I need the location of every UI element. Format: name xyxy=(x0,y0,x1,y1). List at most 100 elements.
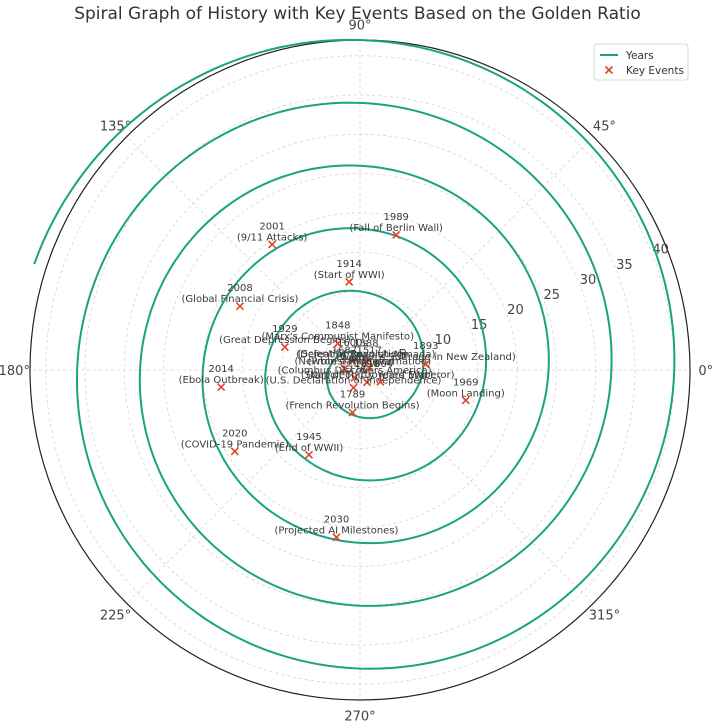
radial-gridline xyxy=(320,330,400,410)
angle-tick-label: 270° xyxy=(344,710,375,725)
event-name-label: (End of WWII) xyxy=(275,443,344,454)
event-marker: 1588(Defeat of Spanish Armada) xyxy=(296,339,436,366)
event-year-label: 1945 xyxy=(296,432,321,443)
event-year-label: 1600s xyxy=(337,338,368,349)
event-marker: 1929(Great Depression Begins) xyxy=(219,324,351,352)
angle-tick-label: 0° xyxy=(698,364,713,379)
event-x-mark xyxy=(361,357,370,366)
angle-tick-label: 90° xyxy=(348,18,371,33)
event-marker: 1618(Start of Thirty Years' War) xyxy=(301,359,433,387)
event-name-label: (French Revolution Begins) xyxy=(285,401,419,412)
angle-tick-label: 225° xyxy=(100,608,131,623)
radial-tick-label: 5 xyxy=(398,348,406,363)
angle-tick-label: 45° xyxy=(593,120,616,135)
event-x-mark xyxy=(461,396,470,405)
event-marker: 1600s(Scientific Revolution) xyxy=(298,338,408,366)
legend-x-swatch xyxy=(604,65,614,75)
event-year-label: 2020 xyxy=(222,428,247,439)
event-year-label: 1517 xyxy=(357,345,382,356)
event-name-label: (Moon Landing) xyxy=(427,388,505,399)
event-name-label: (Start of Thirty Years' War) xyxy=(301,370,433,381)
event-marker: 1492(Columbus Discovers America) xyxy=(278,355,432,382)
event-marker: 2030(Projected AI Milestones) xyxy=(275,514,399,542)
event-marker: 1969(Moon Landing) xyxy=(427,377,505,405)
angle-tick-label: 315° xyxy=(589,608,620,623)
angular-gridline xyxy=(126,136,361,371)
event-name-label: (Napoleon Crowned Emperor) xyxy=(306,370,454,381)
event-year-label: 1776 xyxy=(341,365,366,376)
event-x-mark xyxy=(345,277,354,286)
event-name-label: (Newton's Principia) xyxy=(294,357,394,368)
event-year-label: 1804 xyxy=(368,359,393,370)
event-name-label: (9/11 Attacks) xyxy=(237,232,308,243)
event-marker: 1804(Napoleon Crowned Emperor) xyxy=(306,359,455,386)
event-x-mark xyxy=(365,364,374,373)
event-year-label: 1914 xyxy=(336,259,361,270)
event-name-label: (Start of WWI) xyxy=(314,270,385,281)
radial-tick-label: 20 xyxy=(507,303,524,318)
event-year-label: 1929 xyxy=(272,324,297,335)
event-x-mark xyxy=(304,450,314,459)
event-x-mark xyxy=(333,339,342,348)
event-marker: 1945(End of WWII) xyxy=(275,432,344,459)
event-marker: 2020(COVID-19 Pandemic) xyxy=(181,428,289,456)
series-line-years xyxy=(33,38,676,670)
event-x-mark xyxy=(340,364,349,373)
events-layer: 1588(Defeat of Spanish Armada)1600s(Scie… xyxy=(179,212,516,542)
spiral-layer xyxy=(33,38,676,670)
event-x-mark xyxy=(230,447,239,456)
event-x-mark xyxy=(392,230,401,239)
event-year-label: 1969 xyxy=(453,377,478,388)
event-marker: 1914(Start of WWI) xyxy=(314,259,385,286)
event-name-label: (Defeat of Spanish Armada) xyxy=(296,350,435,361)
legend: Years Key Events xyxy=(593,43,689,81)
event-x-mark xyxy=(280,342,289,352)
radial-tick-label: 35 xyxy=(616,258,633,273)
event-name-label: (Columbus Discovers America) xyxy=(278,366,432,377)
event-name-label: (Projected AI Milestones) xyxy=(275,525,399,536)
event-year-label: 2001 xyxy=(259,221,284,232)
event-x-mark xyxy=(268,240,277,249)
event-year-label: 2008 xyxy=(227,283,252,294)
event-x-mark xyxy=(350,373,359,382)
event-marker: 1687(Newton's Principia) xyxy=(294,346,394,373)
radial-tick-label: 10 xyxy=(435,333,452,348)
radial-gridline xyxy=(241,251,479,489)
event-marker: 1776(U.S. Declaration of Independence) xyxy=(266,365,442,392)
radial-gridline xyxy=(84,94,636,646)
radial-gridline xyxy=(163,173,557,567)
event-x-mark xyxy=(348,356,357,366)
event-name-label: (COVID-19 Pandemic) xyxy=(181,439,289,450)
chart-title: Spiral Graph of History with Key Events … xyxy=(74,4,641,24)
event-marker: 1893(Women's Suffrage in New Zealand) xyxy=(336,341,516,369)
event-x-mark xyxy=(421,360,430,369)
event-marker: 1517(Protestant Reformation) xyxy=(307,345,431,373)
event-name-label: (Scientific Revolution) xyxy=(298,349,408,360)
event-name-label: (Protestant Reformation) xyxy=(307,356,431,367)
event-marker: 1989(Fall of Berlin Wall) xyxy=(349,212,443,239)
event-name-label: (Marx's Communist Manifesto) xyxy=(261,332,414,343)
radial-tick-label: 30 xyxy=(580,273,597,288)
event-x-mark xyxy=(363,378,372,387)
event-name-label: (Fall of Berlin Wall) xyxy=(349,223,443,234)
event-x-mark xyxy=(349,383,358,392)
event-year-label: 1893 xyxy=(413,341,438,352)
radial-tick-label: 25 xyxy=(543,288,560,303)
event-marker: 2014(Ebola Outbreak) xyxy=(179,364,264,392)
event-marker: 2001(9/11 Attacks) xyxy=(237,221,308,249)
event-x-mark xyxy=(217,382,226,392)
legend-box xyxy=(593,43,689,81)
event-name-label: (Ebola Outbreak) xyxy=(179,375,264,386)
event-year-label: 1588 xyxy=(353,339,378,350)
legend-label: Years xyxy=(625,50,654,62)
event-year-label: 2014 xyxy=(208,364,233,375)
event-year-label: 1687 xyxy=(332,346,357,357)
event-name-label: (Great Depression Begins) xyxy=(219,335,351,346)
event-year-label: 2030 xyxy=(324,514,349,525)
event-marker: 2008(Global Financial Crisis) xyxy=(182,283,299,311)
event-year-label: 1789 xyxy=(340,390,365,401)
angle-tick-label: 135° xyxy=(100,120,131,135)
event-x-mark xyxy=(235,302,245,311)
event-marker: 1789(French Revolution Begins) xyxy=(285,390,420,417)
